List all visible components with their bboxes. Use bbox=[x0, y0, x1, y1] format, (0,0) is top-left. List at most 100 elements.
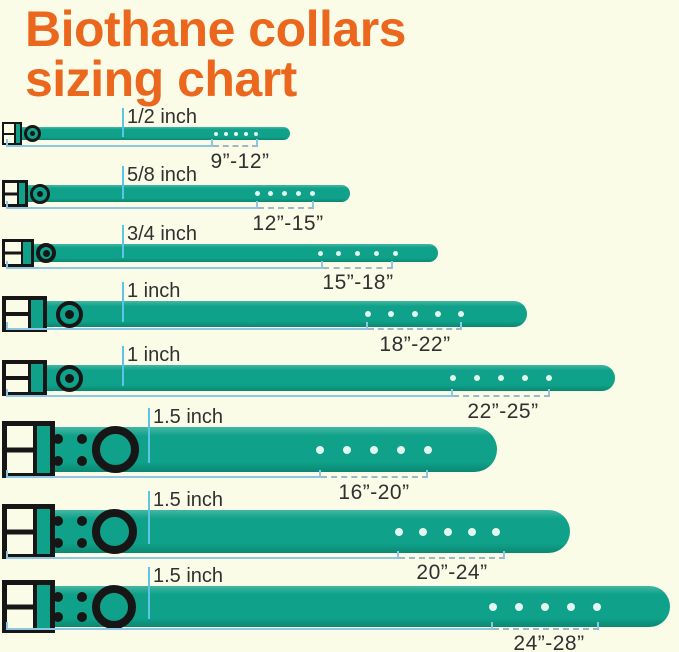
adjustment-hole bbox=[244, 131, 248, 136]
width-label-tick bbox=[122, 108, 124, 138]
buckle-strap-window bbox=[28, 300, 43, 328]
adjustment-hole bbox=[355, 250, 360, 256]
adjustment-hole bbox=[316, 445, 324, 454]
width-label-tick bbox=[148, 408, 150, 463]
adjustment-hole bbox=[450, 375, 456, 381]
adjustment-hole bbox=[365, 311, 371, 317]
d-ring bbox=[24, 125, 41, 142]
adjustment-hole bbox=[254, 131, 258, 136]
length-bracket bbox=[6, 201, 258, 209]
ring-pin-dot bbox=[65, 373, 74, 383]
width-label-tick bbox=[122, 166, 124, 199]
adjustment-hole bbox=[336, 250, 342, 256]
size-range-label: 16”-20” bbox=[338, 481, 410, 504]
adjustment-hole bbox=[515, 602, 523, 611]
ring-pin-dot bbox=[65, 309, 74, 319]
buckle-center-bar bbox=[6, 376, 29, 380]
adjust-range-bracket bbox=[321, 470, 428, 478]
rivet-dot bbox=[53, 611, 63, 622]
buckle-center-bar bbox=[7, 529, 33, 534]
adjust-range-bracket bbox=[453, 389, 550, 397]
adjustment-hole bbox=[419, 527, 428, 536]
adjustment-hole bbox=[474, 375, 480, 381]
adjustment-hole bbox=[317, 250, 323, 256]
size-range-label: 18”-22” bbox=[379, 333, 451, 356]
adjustment-hole bbox=[392, 250, 398, 256]
adjust-range-bracket bbox=[323, 261, 393, 269]
width-label: 1.5 inch bbox=[153, 406, 224, 428]
rivet-dot bbox=[53, 537, 63, 548]
buckle-frame bbox=[2, 296, 47, 332]
d-ring bbox=[36, 243, 56, 263]
buckle-strap-window bbox=[32, 426, 50, 473]
width-label: 1.5 inch bbox=[153, 489, 224, 511]
adjustment-hole bbox=[234, 131, 238, 136]
ring-pin-dot bbox=[37, 190, 43, 197]
width-label-tick bbox=[122, 225, 124, 259]
length-bracket bbox=[6, 622, 493, 630]
length-bracket bbox=[6, 322, 368, 330]
collar-strap bbox=[2, 185, 350, 202]
adjustment-hole bbox=[489, 602, 497, 611]
adjustment-hole bbox=[254, 191, 260, 196]
length-bracket bbox=[6, 139, 213, 147]
adjustment-hole bbox=[268, 191, 274, 196]
rivet-dot bbox=[77, 515, 87, 526]
collar-strap bbox=[2, 427, 497, 472]
d-ring bbox=[92, 426, 139, 473]
adjustment-hole bbox=[424, 445, 432, 454]
rivet-dot bbox=[53, 515, 63, 526]
width-label: 1 inch bbox=[127, 280, 181, 302]
rivet-dot bbox=[53, 455, 63, 466]
rivet-dot bbox=[77, 611, 87, 622]
chart-title-line1: Biothane collars bbox=[25, 1, 407, 57]
width-label-tick bbox=[122, 282, 124, 322]
adjustment-hole bbox=[395, 527, 403, 536]
adjustment-hole bbox=[458, 311, 464, 317]
buckle-center-bar bbox=[5, 192, 17, 195]
buckle-strap-window bbox=[17, 183, 25, 204]
adjust-range-bracket bbox=[368, 322, 462, 330]
adjustment-hole bbox=[593, 602, 601, 611]
size-range-label: 20”-24” bbox=[416, 561, 488, 584]
adjustment-hole bbox=[224, 131, 228, 136]
size-range-label: 12”-15” bbox=[252, 212, 324, 235]
ring-pin-dot bbox=[30, 131, 35, 136]
rivet-dot bbox=[53, 433, 63, 444]
d-ring bbox=[30, 183, 50, 204]
buckle-strap-window bbox=[32, 585, 50, 628]
adjustment-hole bbox=[295, 191, 301, 196]
buckle-strap-window bbox=[20, 242, 31, 264]
buckle-center-bar bbox=[5, 251, 21, 255]
size-range-label: 9”-12” bbox=[210, 150, 270, 173]
width-label-tick bbox=[148, 567, 150, 619]
adjustment-hole bbox=[388, 311, 395, 317]
buckle-frame bbox=[2, 360, 47, 396]
length-bracket bbox=[6, 389, 453, 397]
length-bracket bbox=[6, 470, 321, 478]
collar-strap bbox=[2, 244, 438, 262]
size-range-label: 24”-28” bbox=[513, 632, 585, 652]
buckle-frame bbox=[2, 421, 55, 478]
chart-title-line2: sizing chart bbox=[25, 51, 297, 107]
buckle-strap-window bbox=[32, 509, 50, 554]
adjust-range-bracket bbox=[258, 201, 314, 209]
collar-strap bbox=[2, 127, 290, 140]
rivet-dot bbox=[77, 591, 87, 602]
length-bracket bbox=[6, 551, 399, 559]
adjustment-hole bbox=[522, 375, 528, 381]
buckle-center-bar bbox=[7, 604, 33, 609]
rivet-dot bbox=[53, 591, 63, 602]
width-label-tick bbox=[122, 346, 124, 386]
adjustment-hole bbox=[373, 250, 379, 256]
width-label: 5/8 inch bbox=[127, 164, 198, 186]
adjustment-hole bbox=[467, 527, 476, 536]
d-ring bbox=[92, 584, 136, 629]
collar-strap bbox=[2, 365, 615, 391]
buckle-strap-window bbox=[13, 124, 20, 143]
size-range-label: 15”-18” bbox=[322, 271, 394, 294]
adjustment-hole bbox=[541, 602, 549, 611]
adjustment-hole bbox=[492, 527, 500, 536]
d-ring bbox=[56, 300, 83, 328]
